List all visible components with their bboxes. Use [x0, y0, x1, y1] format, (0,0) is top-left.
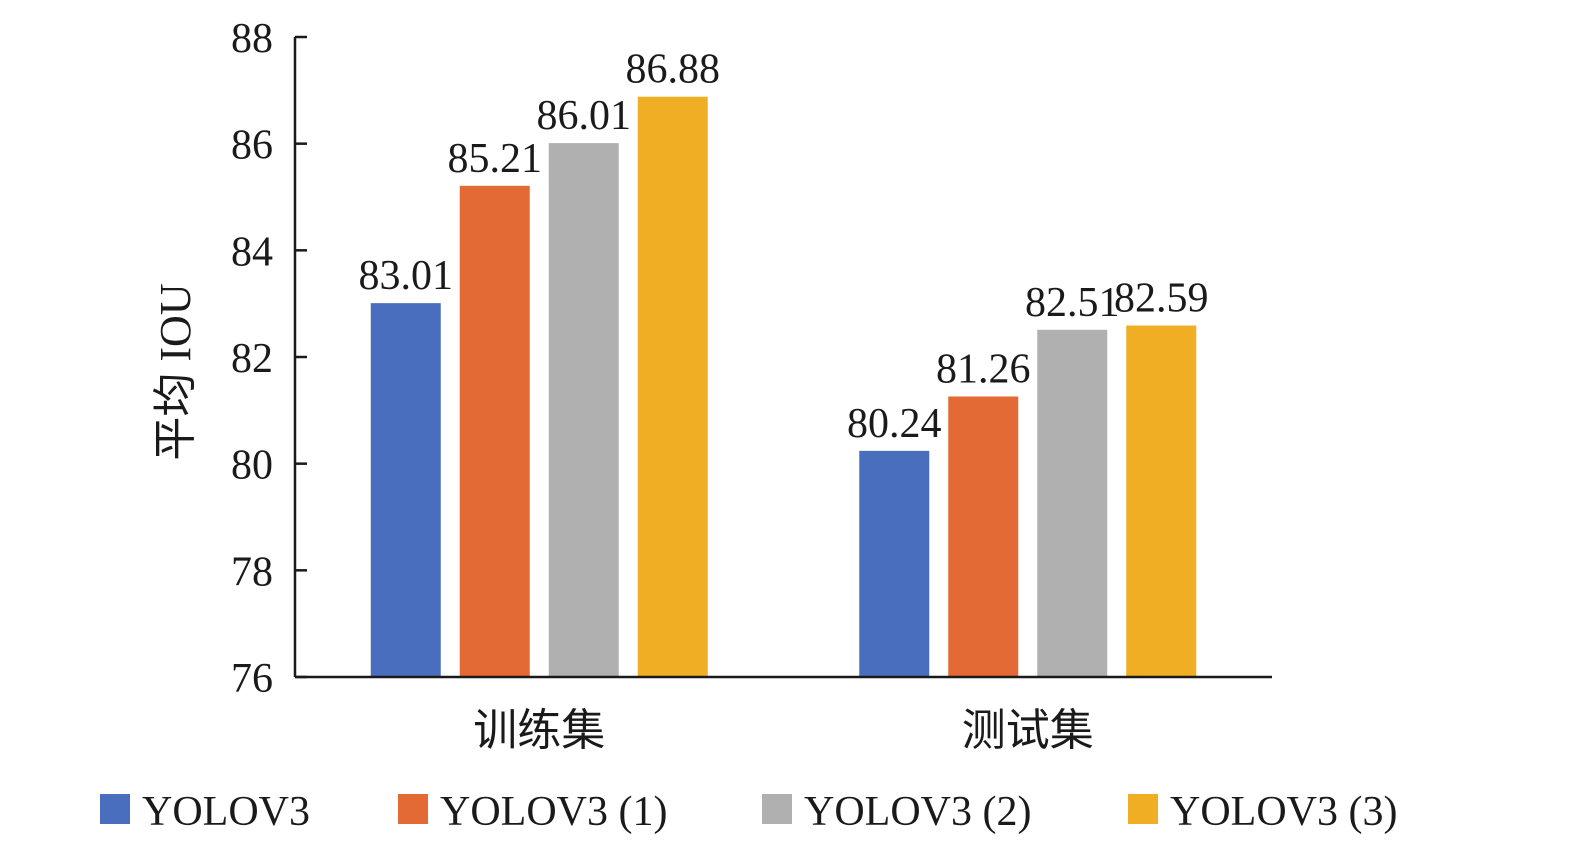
- bar: [1037, 329, 1108, 677]
- y-axis: 76 78 80 82 84 86 88: [231, 16, 307, 702]
- legend-label: YOLOV3: [142, 789, 310, 835]
- legend-label: YOLOV3 (2): [804, 789, 1031, 835]
- data-label: 82.59: [1114, 276, 1209, 322]
- legend-swatch: [100, 794, 130, 824]
- data-label: 82.51: [1025, 280, 1120, 326]
- legend-label: YOLOV3 (3): [1170, 789, 1397, 835]
- x-category-label: 测试集: [962, 706, 1094, 755]
- y-tick-label: 80: [231, 443, 273, 489]
- bars: [370, 96, 1197, 678]
- legend-label: YOLOV3 (1): [440, 789, 667, 835]
- y-axis-title: 平均 IOU: [151, 283, 200, 460]
- data-label: 86.88: [626, 47, 721, 93]
- x-axis: 训练集 测试集: [295, 675, 1272, 755]
- bar: [370, 303, 441, 677]
- y-tick-label: 76: [231, 656, 273, 702]
- legend-swatch: [398, 794, 428, 824]
- y-tick-label: 84: [231, 229, 273, 275]
- bar: [459, 185, 530, 678]
- legend: YOLOV3 YOLOV3 (1) YOLOV3 (2) YOLOV3 (3): [100, 789, 1397, 835]
- legend-swatch: [1128, 794, 1158, 824]
- data-label: 83.01: [359, 253, 454, 299]
- x-category-label: 训练集: [473, 706, 605, 755]
- data-label: 80.24: [847, 401, 942, 447]
- y-tick-label: 82: [231, 336, 273, 382]
- bar: [859, 450, 930, 677]
- bar: [948, 396, 1019, 677]
- bar: [548, 143, 619, 678]
- bar: [637, 96, 708, 677]
- data-label: 86.01: [537, 93, 632, 139]
- data-label: 85.21: [448, 136, 543, 182]
- bar: [1126, 325, 1197, 677]
- y-tick-label: 88: [231, 16, 273, 62]
- y-tick-label: 78: [231, 549, 273, 595]
- legend-swatch: [762, 794, 792, 824]
- data-label: 81.26: [936, 346, 1031, 392]
- y-tick-label: 86: [231, 123, 273, 169]
